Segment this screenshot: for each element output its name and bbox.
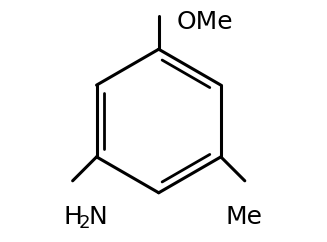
Text: Me: Me: [226, 205, 263, 229]
Text: H: H: [63, 205, 82, 229]
Text: 2: 2: [78, 214, 90, 232]
Text: OMe: OMe: [177, 10, 233, 34]
Text: N: N: [88, 205, 107, 229]
